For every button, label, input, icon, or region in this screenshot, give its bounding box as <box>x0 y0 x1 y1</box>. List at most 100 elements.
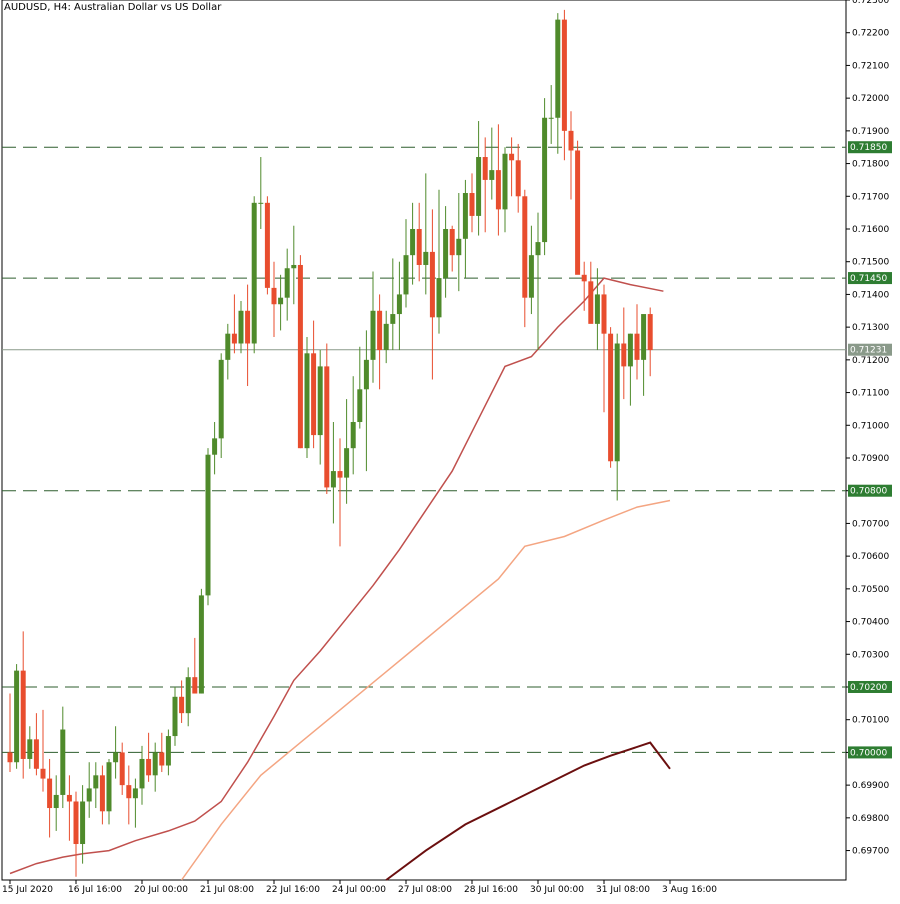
candle-body <box>20 670 26 759</box>
candle-body <box>192 677 198 694</box>
candle-body <box>218 359 224 439</box>
candle-body <box>317 366 323 436</box>
x-tick-label: 28 Jul 16:00 <box>464 885 518 895</box>
candle-body <box>165 736 171 766</box>
candle-body <box>482 157 488 180</box>
plot-frame <box>1 0 847 881</box>
y-tick-label: 0.71800 <box>852 160 889 170</box>
candle-body <box>73 801 79 845</box>
candle-body <box>594 294 600 324</box>
candle-body <box>324 366 330 488</box>
candle-body <box>284 268 290 298</box>
candle-body <box>172 696 178 737</box>
x-tick-label: 24 Jul 00:00 <box>332 885 386 895</box>
level-price-tag <box>848 746 892 759</box>
level-price-tag <box>848 141 892 154</box>
candle-body <box>304 353 310 449</box>
level-price-label: 0.70200 <box>850 683 887 693</box>
candle-body <box>383 323 389 351</box>
y-tick-label: 0.71000 <box>852 421 889 431</box>
level-price-tag <box>848 272 892 285</box>
candle-body <box>456 238 462 256</box>
candle-body <box>561 19 567 131</box>
candle-body <box>363 359 369 390</box>
candle-body <box>469 193 475 216</box>
y-tick-label: 0.70300 <box>852 650 889 660</box>
candle-body <box>291 264 297 269</box>
candle-body <box>634 333 640 360</box>
candle-body <box>403 255 409 295</box>
y-tick-label: 0.70600 <box>852 552 889 562</box>
candle-body <box>495 170 501 210</box>
y-tick-label: 0.69900 <box>852 781 889 791</box>
candle-body <box>502 153 508 210</box>
y-tick-label: 0.70100 <box>852 716 889 726</box>
candle-body <box>113 752 119 763</box>
candle-body <box>264 202 270 288</box>
x-tick-label: 20 Jul 00:00 <box>134 885 188 895</box>
candle-body <box>330 471 336 488</box>
candle-body <box>297 264 303 449</box>
candle-body <box>225 333 231 360</box>
candle-body <box>106 762 112 812</box>
candle-body <box>647 314 653 351</box>
candle-body <box>370 310 376 360</box>
candle-body <box>410 228 416 256</box>
candle-body <box>436 278 442 318</box>
candle-body <box>528 255 534 298</box>
candle-body <box>198 595 204 694</box>
x-tick-label: 30 Jul 00:00 <box>530 885 584 895</box>
y-tick-label: 0.72000 <box>852 94 889 104</box>
candle-body <box>390 314 396 324</box>
x-tick-label: 31 Jul 08:00 <box>596 885 650 895</box>
candle-body <box>66 794 72 802</box>
current-price-tag <box>848 343 892 356</box>
candle-body <box>7 752 13 763</box>
y-tick-label: 0.72300 <box>852 0 889 6</box>
y-tick-label: 0.71200 <box>852 356 889 366</box>
candle-body <box>476 157 482 216</box>
y-tick-label: 0.71400 <box>852 290 889 300</box>
candle-body <box>146 758 152 776</box>
candle-body <box>27 739 33 759</box>
candle-body <box>416 228 422 265</box>
candle-body <box>311 353 317 436</box>
candle-body <box>641 314 647 360</box>
moving-average-line <box>9 277 664 875</box>
candle-body <box>60 729 66 795</box>
candle-body <box>614 343 620 462</box>
chart-title: AUDUSD, H4: Australian Dollar vs US Doll… <box>4 2 222 13</box>
y-tick-label: 0.69800 <box>852 814 889 824</box>
x-tick-label: 3 Aug 16:00 <box>662 885 717 895</box>
moving-average-line <box>180 499 671 881</box>
candle-body <box>575 150 581 275</box>
candle-body <box>344 448 350 478</box>
candle-body <box>396 294 402 315</box>
candle-body <box>93 775 99 789</box>
y-tick-label: 0.70400 <box>852 618 889 628</box>
y-tick-label: 0.71600 <box>852 225 889 235</box>
candle-body <box>588 281 594 324</box>
level-price-label: 0.70800 <box>850 487 887 497</box>
candle-body <box>601 294 607 334</box>
y-tick-label: 0.71300 <box>852 323 889 333</box>
x-tick-label: 15 Jul 2020 <box>2 885 53 895</box>
candle-body <box>132 788 138 799</box>
candle-body <box>627 333 633 367</box>
candle-body <box>429 251 435 318</box>
candle-body <box>568 130 574 151</box>
current-price-label: 0.71231 <box>850 346 887 356</box>
candle-body <box>33 739 39 769</box>
candle-body <box>522 196 528 298</box>
candle-body <box>47 778 53 809</box>
candle-body <box>80 801 86 845</box>
candle-body <box>271 287 277 305</box>
y-tick-label: 0.71100 <box>852 389 889 399</box>
candle-body <box>443 228 449 279</box>
y-tick-label: 0.71900 <box>852 127 889 137</box>
level-price-label: 0.71450 <box>850 274 887 284</box>
candle-body <box>278 297 284 305</box>
level-price-tag <box>848 484 892 497</box>
